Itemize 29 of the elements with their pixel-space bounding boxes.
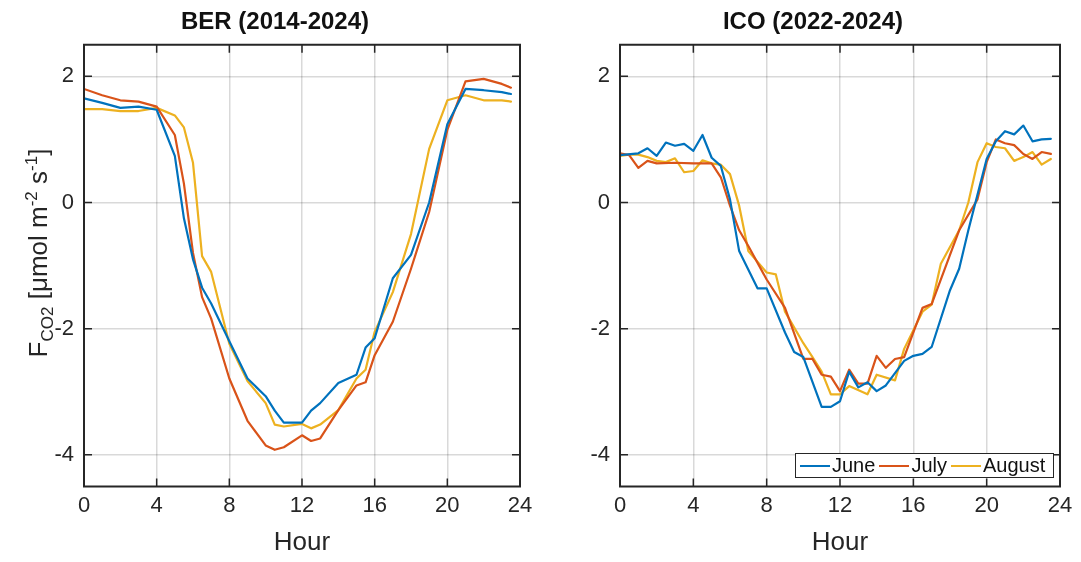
x-tick-label: 4 bbox=[150, 491, 163, 517]
x-tick-label: 16 bbox=[901, 491, 926, 517]
x-axis-title: Hour bbox=[811, 525, 869, 556]
x-axis-title: Hour bbox=[273, 525, 331, 556]
x-tick-label: 8 bbox=[223, 491, 236, 517]
y-tick-label: -4 bbox=[54, 440, 74, 466]
x-tick-label: 24 bbox=[507, 491, 533, 517]
x-tick-label: 0 bbox=[77, 491, 91, 517]
y-tick-label: 2 bbox=[597, 62, 610, 88]
y-tick-label: 0 bbox=[597, 188, 610, 214]
x-tick-label: 16 bbox=[362, 491, 387, 517]
x-tick-label: 0 bbox=[613, 491, 627, 517]
y-tick-label: 2 bbox=[61, 62, 74, 88]
y-tick-label: -2 bbox=[590, 314, 610, 340]
x-tick-label: 4 bbox=[687, 491, 700, 517]
x-tick-label: 12 bbox=[827, 491, 853, 517]
x-tick-label: 20 bbox=[974, 491, 999, 517]
x-tick-label: 24 bbox=[1047, 491, 1073, 517]
x-tick-label: 8 bbox=[760, 491, 773, 517]
y-tick-label: -2 bbox=[54, 314, 74, 340]
x-tick-label: 12 bbox=[289, 491, 315, 517]
chart-title: BER (2014-2024) bbox=[180, 7, 370, 35]
y-tick-label: -4 bbox=[590, 440, 610, 466]
y-tick-label: 0 bbox=[61, 188, 74, 214]
chart-title: ICO (2022-2024) bbox=[722, 7, 904, 35]
legend-label: June bbox=[832, 454, 876, 478]
x-tick-label: 20 bbox=[435, 491, 460, 517]
legend-label: July bbox=[911, 454, 947, 478]
legend-label: August bbox=[982, 454, 1046, 478]
